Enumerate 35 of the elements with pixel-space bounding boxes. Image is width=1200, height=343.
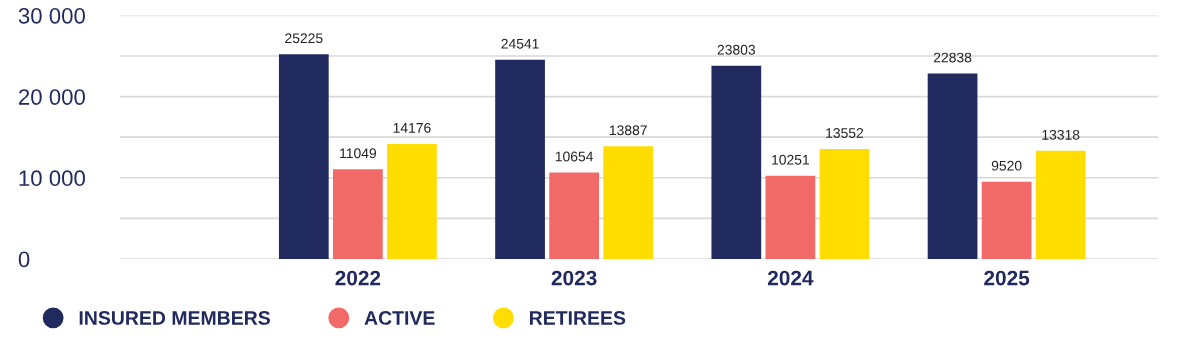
bar [765, 175, 816, 259]
bar [387, 143, 437, 259]
bar [981, 181, 1032, 259]
bar [549, 172, 599, 259]
data-label: 22838 [933, 52, 972, 63]
bar [603, 146, 654, 259]
data-label: 11049 [340, 148, 377, 159]
data-label: 24541 [501, 38, 539, 49]
data-label: 13318 [1042, 129, 1080, 140]
data-label: 9520 [991, 160, 1022, 171]
data-label: 10251 [772, 154, 810, 165]
bar [927, 73, 978, 259]
data-label: 23803 [717, 44, 756, 55]
y-tick-label: 30 000 [18, 7, 85, 24]
bar [711, 65, 762, 259]
legend-label: ACTIVE [364, 311, 435, 325]
data-label: 10654 [555, 151, 594, 162]
bar [1035, 150, 1086, 259]
y-tick-label: 0 [18, 251, 30, 268]
x-tick-label: 2022 [335, 270, 381, 286]
data-label: 13887 [609, 125, 647, 136]
x-tick-label: 2025 [984, 270, 1030, 286]
bar [495, 59, 545, 259]
data-label: 25225 [285, 33, 323, 44]
legend-label: INSURED MEMBERS [79, 311, 270, 325]
bar [819, 148, 870, 259]
bar [333, 169, 383, 259]
y-tick-label: 20 000 [19, 89, 85, 105]
x-tick-label: 2023 [551, 270, 597, 286]
y-tick-label: 10 000 [19, 170, 85, 187]
x-tick-label: 2024 [767, 270, 814, 286]
data-label: 14176 [393, 122, 431, 133]
data-label: 13552 [826, 128, 864, 138]
legend-label: RETIREES [530, 311, 626, 325]
bar [278, 54, 329, 259]
